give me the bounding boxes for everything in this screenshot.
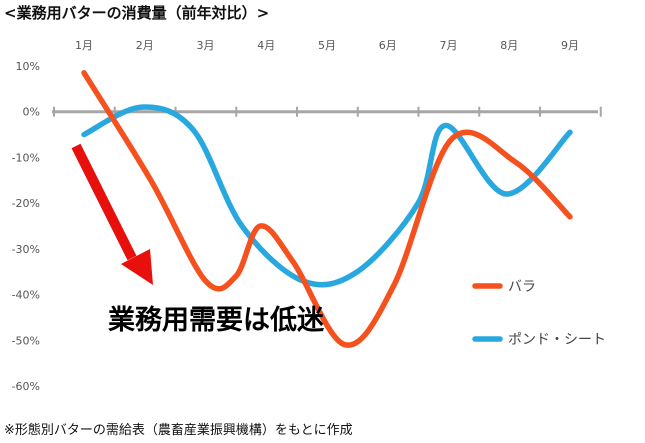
y-axis-ticks: 10% 0% -10% -20% -30% -40% -50% -60% [12,60,40,393]
legend-label: ポンド・シート [508,332,606,348]
annotation-text: 業務用需要は低迷 [108,305,325,336]
x-tick-label: 1月 [75,39,93,52]
y-tick-label: -60% [12,380,40,393]
y-tick-label: -10% [12,151,40,164]
x-tick-label: 4月 [257,39,275,52]
x-tick-label: 9月 [561,39,579,52]
decline-arrow [71,143,153,285]
x-axis-ticks: 1月 2月 3月 4月 5月 6月 7月 8月 9月 [75,39,579,52]
y-tick-label: 10% [16,60,40,73]
y-tick-label: -30% [12,243,40,256]
series-line-pound-sheet [81,104,573,288]
series-line-bara [81,70,573,348]
y-tick-label: 0% [23,106,40,119]
x-tick-label: 6月 [379,39,397,52]
source-note: ※形態別バターの需給表（農畜産業振興機構）をもとに作成 [4,423,353,438]
chart-title: <業務用バターの消費量（前年対比）> [4,4,270,22]
legend-label: バラ [508,279,536,295]
y-tick-label: -20% [12,197,40,210]
y-tick-label: -40% [12,289,40,302]
arrow-head [121,249,153,285]
y-tick-label: -50% [12,334,40,347]
x-tick-label: 8月 [500,39,518,52]
arrow-shaft [71,143,137,261]
x-tick-label: 2月 [136,39,154,52]
x-tick-label: 3月 [197,39,215,52]
x-tick-label: 7月 [440,39,458,52]
x-tick-label: 5月 [318,39,336,52]
series-lines [81,70,573,348]
